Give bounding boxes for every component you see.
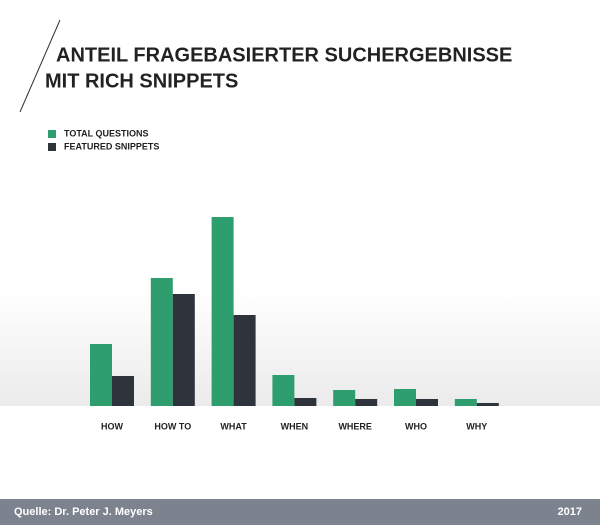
bar bbox=[416, 399, 438, 406]
x-tick-label: HOW TO bbox=[154, 421, 191, 431]
chart-title: ANTEIL FRAGEBASIERTER SUCHERGEBNISSE bbox=[56, 44, 512, 66]
bar bbox=[233, 315, 256, 406]
footer-bar bbox=[0, 499, 600, 525]
title-slash bbox=[19, 19, 61, 113]
legend-label: TOTAL QUESTIONS bbox=[64, 128, 149, 138]
legend-swatch bbox=[48, 130, 56, 138]
bar bbox=[112, 376, 134, 406]
bar bbox=[150, 278, 173, 406]
date: 2017 bbox=[558, 506, 582, 518]
bar bbox=[454, 399, 477, 406]
bar bbox=[355, 399, 378, 406]
x-tick-label: WHEN bbox=[281, 421, 309, 431]
x-tick-label: WHERE bbox=[338, 421, 372, 431]
bar bbox=[172, 294, 195, 406]
x-tick-label: WHAT bbox=[220, 421, 247, 431]
x-tick-label: WHY bbox=[466, 421, 487, 431]
bar bbox=[211, 217, 234, 406]
x-tick-label: WHO bbox=[405, 421, 427, 431]
chart-title: MIT RICH SNIPPETS bbox=[45, 70, 238, 92]
bar bbox=[90, 344, 112, 406]
source: Quelle: Dr. Peter J. Meyers bbox=[14, 506, 153, 518]
bar bbox=[272, 375, 295, 406]
bar bbox=[476, 403, 499, 406]
bar bbox=[333, 390, 356, 406]
legend-swatch bbox=[48, 143, 56, 151]
x-tick-label: HOW bbox=[101, 421, 124, 431]
bar bbox=[394, 389, 416, 406]
bar bbox=[294, 398, 317, 406]
legend-label: FEATURED SNIPPETS bbox=[64, 141, 159, 151]
